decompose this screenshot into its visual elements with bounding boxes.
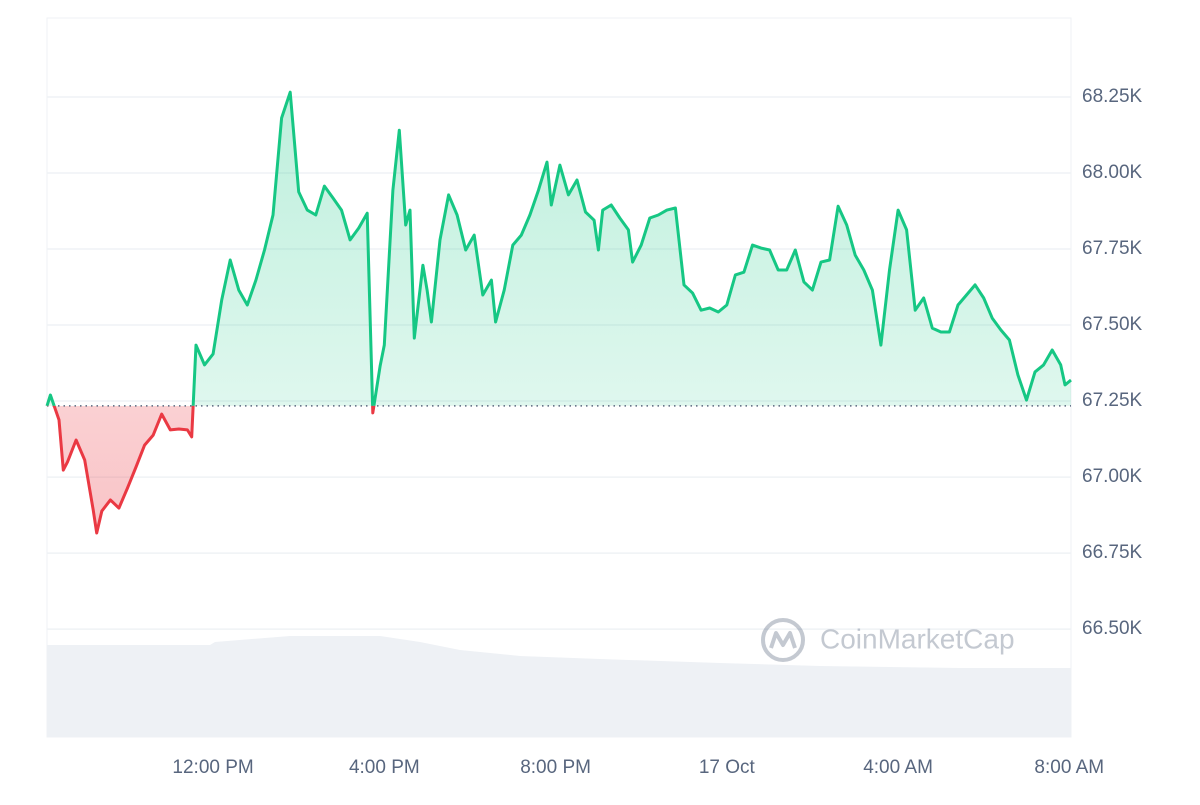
y-tick-label: 67.50K — [1082, 314, 1143, 335]
watermark: CoinMarketCap — [761, 618, 1015, 662]
x-tick-label: 8:00 AM — [1034, 757, 1104, 778]
y-tick-label: 67.25K — [1082, 390, 1143, 411]
y-tick-label: 68.25K — [1082, 86, 1143, 107]
y-tick-label: 68.00K — [1082, 162, 1143, 183]
x-tick-label: 8:00 PM — [520, 757, 591, 778]
area-down — [47, 405, 1071, 533]
y-tick-label: 67.00K — [1082, 466, 1143, 487]
x-tick-label: 17 Oct — [699, 757, 756, 778]
x-tick-label: 12:00 PM — [172, 757, 253, 778]
x-tick-label: 4:00 PM — [349, 757, 420, 778]
x-tick-label: 4:00 AM — [863, 757, 933, 778]
volume-band — [47, 636, 1071, 737]
y-tick-label: 67.75K — [1082, 238, 1143, 259]
watermark-text: CoinMarketCap — [820, 623, 1015, 654]
y-tick-label: 66.50K — [1082, 618, 1143, 639]
y-tick-label: 66.75K — [1082, 542, 1143, 563]
price-line-up — [45, 90, 1072, 406]
area-up — [47, 92, 1071, 406]
